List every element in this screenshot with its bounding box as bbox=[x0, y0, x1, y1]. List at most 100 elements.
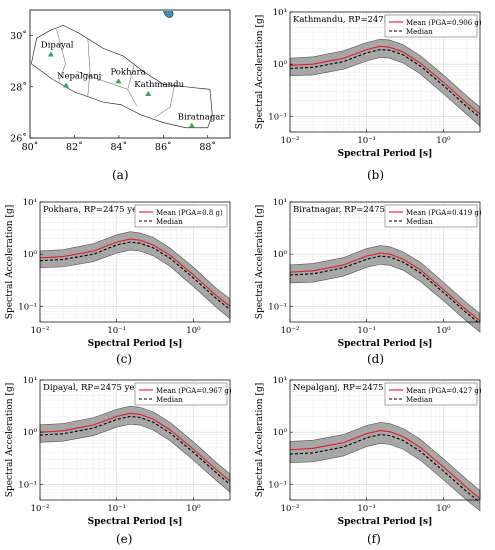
legend-label: Median bbox=[156, 396, 183, 404]
chart-panel-f: Nepalganj, RP=2475 years 10⁻² 10⁻¹ 10⁰ 10¹ 10… bbox=[250, 368, 495, 533]
median-series-line bbox=[289, 255, 481, 325]
y-axis-label: Spectral Acceleration [g] bbox=[5, 205, 15, 319]
chart-panel-c: Pokhara, RP=2475 years 10⁻² 10⁻¹ 10⁰ 10¹ 10⁰ 1… bbox=[0, 190, 245, 355]
caption-c: (c) bbox=[116, 352, 133, 366]
axes-frame bbox=[39, 201, 231, 323]
site-marker-nepalganj bbox=[63, 82, 69, 88]
y-axis-label: Spectral Acceleration [g] bbox=[255, 383, 265, 497]
map-x-tick-label: 82˚ bbox=[66, 141, 83, 153]
y-tick-label: 10¹ bbox=[23, 376, 37, 386]
chart-dipayal: Dipayal, RP=2475 years 10⁻² 10⁻¹ 10⁰ 10¹ 10⁰ 1… bbox=[5, 376, 232, 527]
site-label-pokhara: Pokhara bbox=[110, 67, 145, 77]
x-axis-label: Spectral Period [s] bbox=[338, 149, 433, 159]
chart-panel-b: Kathmandu, RP=2475 years 10⁻² 10⁻¹ 10⁰ 10¹ 10… bbox=[250, 0, 495, 165]
mean-series-line bbox=[289, 45, 481, 115]
uncertainty-band bbox=[289, 422, 481, 512]
legend-box bbox=[384, 14, 478, 38]
caption-e: (e) bbox=[116, 532, 133, 546]
x-tick-label: 10⁻² bbox=[281, 326, 300, 336]
y-tick-label: 10⁻¹ bbox=[268, 112, 287, 122]
y-tick-label: 10¹ bbox=[23, 198, 37, 208]
site-marker-kathmandu bbox=[145, 90, 152, 96]
chart-panel-e: Dipayal, RP=2475 years 10⁻² 10⁻¹ 10⁰ 10¹ 10⁰ 1… bbox=[0, 368, 245, 533]
axes-frame bbox=[289, 11, 481, 133]
site-marker-dipayal bbox=[47, 51, 54, 57]
chart-title: Pokhara, RP=2475 years bbox=[43, 205, 151, 215]
y-tick-label: 10¹ bbox=[273, 8, 287, 18]
y-axis-label: Spectral Acceleration [g] bbox=[5, 383, 15, 497]
legend-label: Mean (PGA=0.427 g) bbox=[406, 387, 482, 395]
y-tick-label: 10⁰ bbox=[23, 250, 38, 260]
y-tick-label: 10⁻¹ bbox=[268, 480, 287, 490]
y-axis-label: Spectral Acceleration [g] bbox=[255, 15, 265, 129]
legend-box bbox=[134, 382, 228, 406]
median-series-line bbox=[39, 415, 231, 485]
x-axis-label: Spectral Period [s] bbox=[88, 339, 183, 349]
lake-feature bbox=[163, 10, 174, 18]
x-tick-label: 10⁻² bbox=[31, 504, 50, 514]
chart-title: Dipayal, RP=2475 years bbox=[43, 383, 148, 393]
x-axis-label: Spectral Period [s] bbox=[88, 517, 183, 527]
caption-d: (d) bbox=[367, 352, 385, 366]
y-tick-label: 10⁰ bbox=[23, 428, 38, 438]
y-axis-label: Spectral Acceleration [g] bbox=[255, 205, 265, 319]
map-x-tick-label: 80˚ bbox=[22, 141, 39, 153]
province-boundary bbox=[154, 85, 175, 118]
legend-label: Mean (PGA=0.8 g) bbox=[156, 209, 223, 217]
province-boundary bbox=[56, 29, 66, 82]
chart-panel-d: Biratnagar, RP=2475 years 10⁻² 10⁻¹ 10⁰ 10¹ 1… bbox=[250, 190, 495, 355]
site-marker-pokhara bbox=[115, 78, 122, 84]
caption-f: (f) bbox=[367, 532, 381, 546]
site-label-dipayal: Dipayal bbox=[41, 41, 74, 51]
legend-label: Mean (PGA=0.967 g) bbox=[156, 387, 232, 395]
median-series-line bbox=[289, 49, 481, 118]
legend-label: Median bbox=[406, 28, 433, 36]
chart-title: Kathmandu, RP=2475 years bbox=[293, 15, 415, 25]
legend-box bbox=[134, 204, 228, 228]
axes-frame bbox=[289, 379, 481, 501]
site-label-biratnagar: Biratnagar bbox=[178, 113, 226, 123]
legend-label: Median bbox=[156, 218, 183, 226]
x-tick-label: 10⁻¹ bbox=[107, 326, 126, 336]
chart-nepalganj: Nepalganj, RP=2475 years 10⁻² 10⁻¹ 10⁰ 10¹ 10… bbox=[255, 376, 482, 527]
x-tick-label: 10⁰ bbox=[186, 504, 201, 514]
y-tick-label: 10¹ bbox=[273, 376, 287, 386]
x-tick-label: 10⁰ bbox=[436, 326, 451, 336]
x-axis-label: Spectral Period [s] bbox=[338, 339, 433, 349]
map-x-tick-label: 86˚ bbox=[155, 141, 172, 153]
chart-pokhara: Pokhara, RP=2475 years 10⁻² 10⁻¹ 10⁰ 10¹ 10⁰ 1… bbox=[5, 198, 231, 349]
median-series-line bbox=[39, 241, 231, 310]
map-frame bbox=[29, 9, 231, 139]
map-plot: 80˚ 82˚ 84˚ 86˚ 88˚ 30˚ 28˚ 26˚ Dipayal Nepalganj… bbox=[10, 9, 231, 153]
chart-title: Biratnagar, RP=2475 years bbox=[293, 205, 411, 215]
site-label-kathmandu: Kathmandu bbox=[134, 80, 184, 90]
map-panel: 80˚ 82˚ 84˚ 86˚ 88˚ 30˚ 28˚ 26˚ Dipayal Nepalganj… bbox=[0, 0, 240, 160]
x-tick-label: 10⁻¹ bbox=[357, 136, 376, 146]
map-y-tick-label: 30˚ bbox=[10, 30, 27, 42]
legend-label: Median bbox=[406, 396, 433, 404]
x-tick-label: 10⁻¹ bbox=[357, 326, 376, 336]
caption-a: (a) bbox=[112, 168, 129, 182]
mean-series-line bbox=[289, 252, 481, 322]
x-tick-label: 10⁻¹ bbox=[357, 504, 376, 514]
y-tick-label: 10¹ bbox=[273, 198, 287, 208]
y-tick-label: 10⁻¹ bbox=[18, 302, 37, 312]
axes-frame bbox=[39, 379, 231, 501]
mean-series-line bbox=[39, 412, 231, 482]
chart-biratnagar: Biratnagar, RP=2475 years 10⁻² 10⁻¹ 10⁰ 10¹ 1… bbox=[255, 198, 482, 349]
x-tick-label: 10⁰ bbox=[436, 136, 451, 146]
legend-box bbox=[384, 382, 478, 406]
caption-b: (b) bbox=[367, 168, 385, 182]
y-tick-label: 10⁻¹ bbox=[268, 302, 287, 312]
x-tick-label: 10⁰ bbox=[186, 326, 201, 336]
x-tick-label: 10⁰ bbox=[436, 504, 451, 514]
province-boundary bbox=[76, 71, 128, 90]
x-tick-label: 10⁻² bbox=[281, 504, 300, 514]
axes-frame bbox=[289, 201, 481, 323]
y-tick-label: 10⁰ bbox=[273, 250, 288, 260]
x-tick-label: 10⁻² bbox=[281, 136, 300, 146]
map-x-tick-label: 88˚ bbox=[199, 141, 216, 153]
median-series-line bbox=[289, 433, 481, 503]
mean-series-line bbox=[289, 430, 481, 500]
province-boundary bbox=[87, 38, 91, 96]
